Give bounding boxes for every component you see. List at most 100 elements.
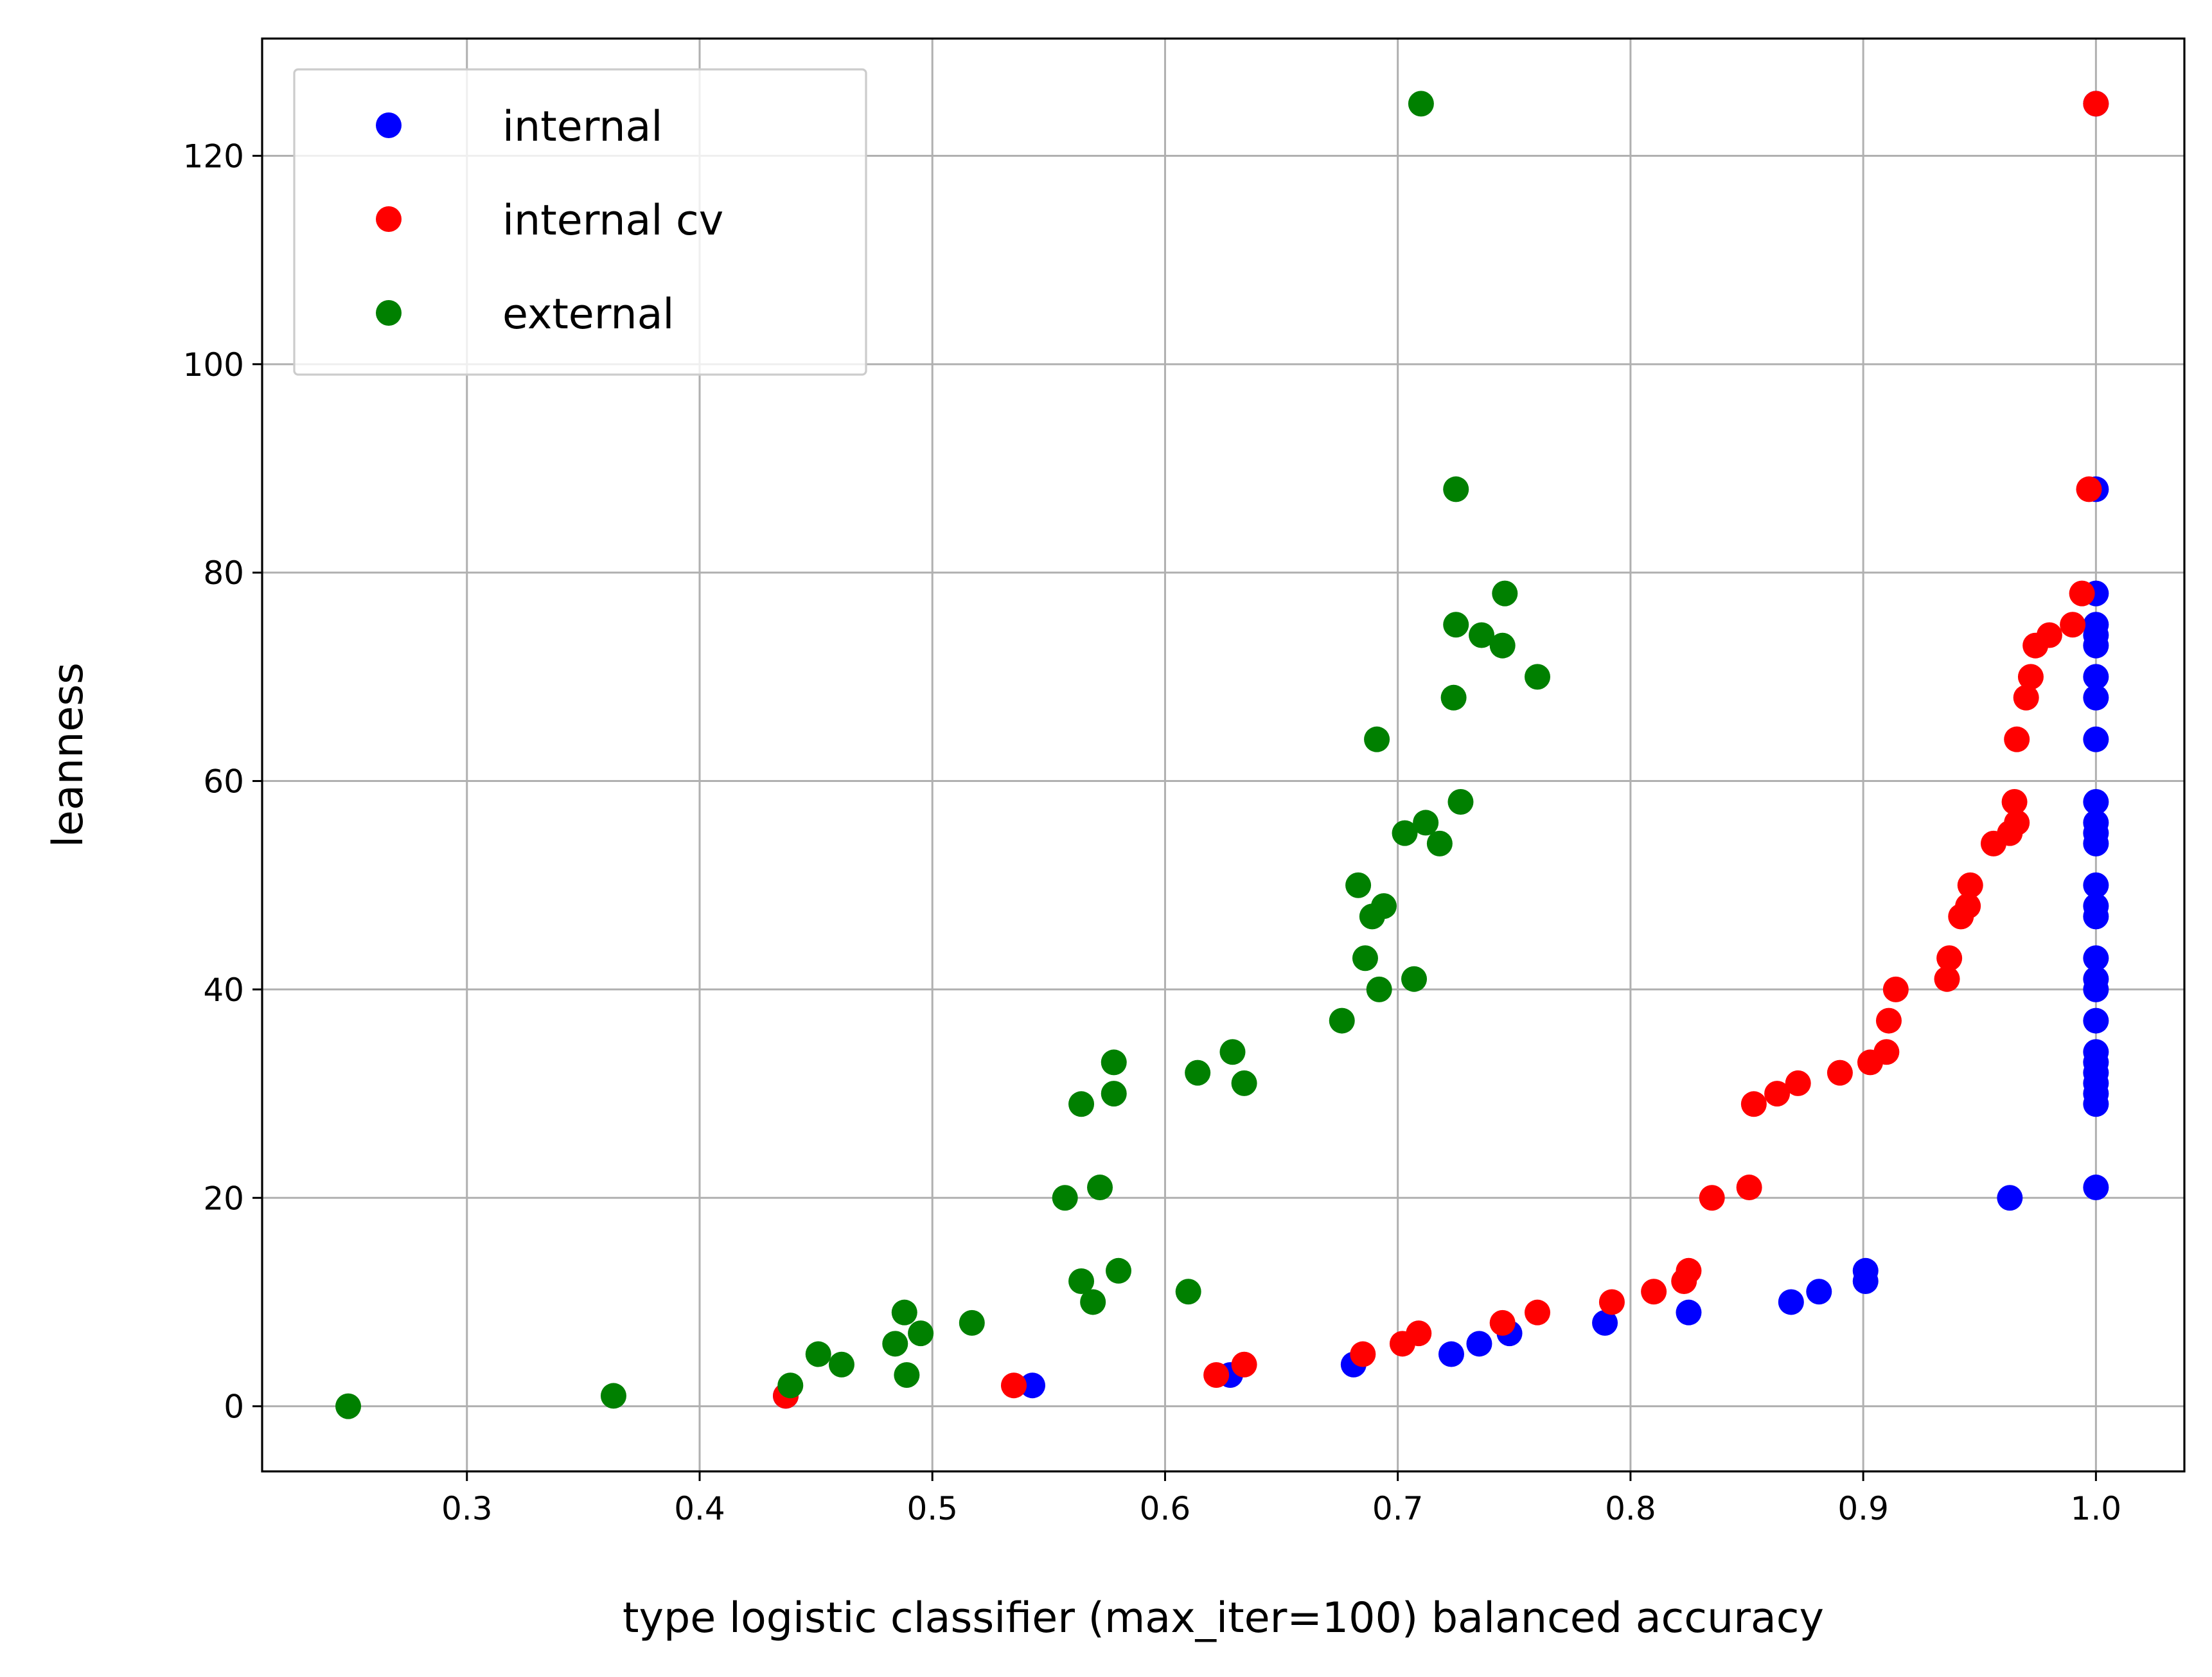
y-tick-label: 60 (203, 763, 244, 801)
point-external (1068, 1091, 1095, 1117)
point-internal-cv (1740, 1091, 1767, 1117)
point-external (1352, 945, 1378, 972)
point-external (335, 1393, 362, 1419)
legend-label-internal: internal (502, 103, 662, 151)
point-internal-cv (1936, 945, 1963, 972)
point-internal-cv (1203, 1362, 1230, 1388)
point-external (1489, 632, 1516, 659)
point-internal-cv (1764, 1081, 1791, 1107)
x-axis-label: type logistic classifier (max_iter=100) … (623, 1594, 1824, 1642)
point-external (1443, 476, 1469, 502)
plot-frame (261, 37, 2186, 1473)
point-external (1408, 91, 1434, 117)
point-external (1426, 830, 1453, 856)
x-tick-label: 1.0 (2071, 1490, 2122, 1527)
point-internal-cv (1641, 1279, 1667, 1305)
point-external (600, 1383, 626, 1409)
point-external (1080, 1289, 1106, 1315)
point-external (1101, 1081, 1127, 1107)
point-external (1443, 612, 1469, 638)
point-external (1440, 684, 1467, 711)
point-external (805, 1341, 831, 1367)
y-tick-label: 40 (203, 972, 244, 1009)
point-internal (2083, 726, 2109, 752)
point-external (1175, 1279, 1201, 1305)
point-internal-cv (1699, 1185, 1725, 1211)
point-internal (1676, 1299, 1702, 1326)
point-internal (2083, 1039, 2109, 1065)
point-internal-cv (2013, 684, 2039, 711)
point-internal-cv (2060, 612, 2086, 638)
legend-marker-internal (376, 112, 402, 138)
x-tick-label: 0.4 (674, 1490, 725, 1527)
point-internal (1778, 1289, 1804, 1315)
point-external (959, 1309, 985, 1336)
point-external (828, 1351, 854, 1378)
point-internal-cv (1957, 872, 1983, 898)
point-external (1413, 810, 1439, 836)
point-internal-cv (1955, 893, 1981, 919)
point-internal (1997, 1185, 2023, 1211)
point-external (1345, 872, 1372, 898)
point-internal (2083, 872, 2109, 898)
point-internal-cv (1882, 976, 1909, 1002)
axis-ticks: 0.3 0.4 0.5 0.6 0.7 0.8 0.9 1.0 0 20 40 60 80 100 120 (183, 138, 2122, 1527)
legend-label-internal-cv: internal cv (502, 197, 723, 245)
point-external (1366, 976, 1392, 1002)
point-external (1219, 1039, 1246, 1065)
point-internal-cv (2017, 664, 2044, 690)
legend-label-external: external (502, 290, 674, 339)
point-internal-cv (2001, 788, 2028, 815)
point-external (1101, 1049, 1127, 1076)
point-internal (2083, 1007, 2109, 1034)
point-internal (2083, 1175, 2109, 1201)
x-tick-label: 0.9 (1837, 1490, 1889, 1527)
point-internal-cv (1489, 1309, 1516, 1336)
y-tick-label: 100 (183, 346, 244, 384)
point-internal-cv (1827, 1060, 1853, 1086)
point-internal-cv (1736, 1175, 1762, 1201)
point-internal-cv (2083, 91, 2109, 117)
point-internal-cv (1934, 966, 1960, 992)
point-internal-cv (1598, 1289, 1625, 1315)
point-internal (1806, 1279, 1832, 1305)
point-external (1105, 1257, 1131, 1284)
point-internal (2083, 788, 2109, 815)
point-external (1469, 622, 1495, 648)
point-internal (1592, 1309, 1618, 1336)
point-internal-cv (1350, 1341, 1376, 1367)
point-internal-cv (1525, 1299, 1551, 1326)
point-internal (2083, 945, 2109, 972)
x-tick-label: 0.7 (1372, 1490, 1424, 1527)
grid (262, 39, 2184, 1471)
point-external (1364, 726, 1390, 752)
x-tick-label: 0.5 (907, 1490, 958, 1527)
point-external (894, 1362, 920, 1388)
point-external (1052, 1185, 1078, 1211)
point-internal-cv (2076, 476, 2102, 502)
point-external (1185, 1060, 1211, 1086)
legend-box (293, 68, 867, 376)
point-internal-cv (1000, 1372, 1027, 1399)
point-internal-cv (1406, 1320, 1432, 1347)
point-internal-cv (2036, 622, 2062, 648)
legend: internal internal cv external (293, 68, 867, 376)
point-external (1370, 893, 1397, 919)
point-internal-cv (1676, 1257, 1702, 1284)
point-external (1329, 1007, 1355, 1034)
x-tick-label: 0.8 (1605, 1490, 1656, 1527)
point-external (1401, 966, 1428, 992)
point-external (1525, 664, 1551, 690)
data-points (335, 91, 2109, 1419)
point-internal-cv (2004, 810, 2030, 836)
point-internal (1019, 1372, 1045, 1399)
point-internal (2083, 966, 2109, 992)
legend-marker-internal-cv (376, 206, 402, 232)
point-internal-cv (1231, 1351, 1257, 1378)
point-internal (2083, 893, 2109, 919)
point-internal (2083, 810, 2109, 836)
x-tick-label: 0.3 (441, 1490, 493, 1527)
point-internal-cv (1873, 1039, 1900, 1065)
point-external (777, 1372, 804, 1399)
